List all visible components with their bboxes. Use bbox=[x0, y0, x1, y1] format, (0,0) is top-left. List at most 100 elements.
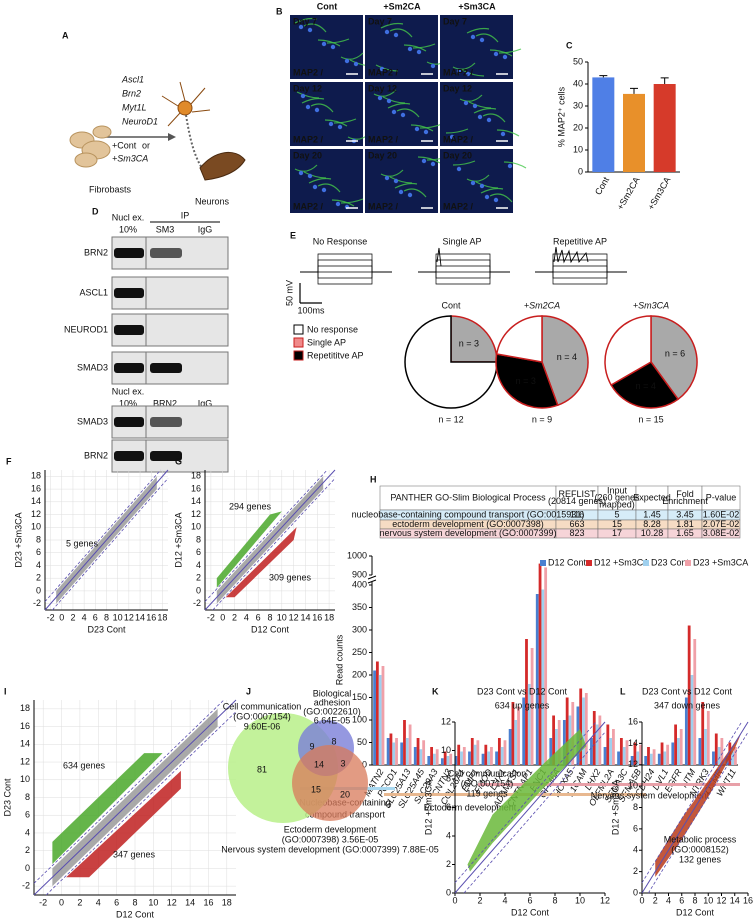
y-tick-label: 10 bbox=[441, 745, 451, 755]
x-tick-label: +Sm3CA bbox=[646, 175, 673, 211]
slice-label: n = 3 bbox=[516, 376, 536, 386]
neurite bbox=[382, 96, 406, 104]
dendrite bbox=[161, 95, 179, 107]
pie-total: n = 9 bbox=[532, 414, 552, 424]
neurite bbox=[387, 102, 411, 109]
nucleus bbox=[314, 107, 320, 113]
x-tick-label: 0 bbox=[59, 897, 64, 907]
bar bbox=[508, 729, 512, 765]
table-cell-text: 3.45 bbox=[676, 509, 694, 519]
nucleus bbox=[486, 117, 492, 123]
panel-letter: B bbox=[276, 6, 283, 16]
column-header: +Sm2CA bbox=[383, 1, 421, 11]
threshold-line bbox=[454, 721, 597, 884]
y-tick-label: 6 bbox=[446, 802, 451, 812]
legend-label: Single AP bbox=[307, 337, 346, 347]
neurite bbox=[317, 183, 341, 193]
caption: Fibrobasts bbox=[89, 184, 132, 194]
error-bar bbox=[660, 77, 669, 84]
x-tick-label: 6 bbox=[679, 895, 684, 905]
bar bbox=[693, 639, 697, 765]
legend-swatch bbox=[293, 324, 304, 335]
bar bbox=[734, 747, 737, 765]
bar bbox=[649, 753, 653, 765]
trace bbox=[300, 265, 392, 273]
neurite bbox=[496, 129, 520, 137]
neurite bbox=[452, 62, 476, 70]
venn-label: adhesion bbox=[314, 697, 351, 707]
blot-band bbox=[114, 451, 144, 461]
table-cell-text: ectoderm development (GO:0007398) bbox=[392, 519, 544, 529]
y-tick-label: 2 bbox=[633, 866, 638, 876]
bar bbox=[490, 747, 493, 765]
venn-count: 9 bbox=[309, 741, 314, 751]
neurite bbox=[459, 94, 483, 102]
neurite bbox=[452, 160, 476, 166]
annotation: 634 genes bbox=[63, 760, 106, 770]
nucleus bbox=[430, 161, 436, 167]
neurite bbox=[475, 33, 499, 43]
bar bbox=[378, 675, 382, 765]
day-label: Day 20 bbox=[443, 150, 472, 160]
venn-count: 15 bbox=[311, 784, 321, 794]
table-cell-text: nervous system development (GO:0007399) bbox=[379, 528, 556, 538]
bar bbox=[598, 715, 602, 765]
table-cell-text: 1.60E-02 bbox=[703, 509, 740, 519]
condition: +Cont bbox=[112, 140, 137, 150]
scale-label: 50 mV bbox=[284, 280, 294, 306]
legend-swatch bbox=[293, 337, 304, 348]
condition: +Sm3CA bbox=[112, 153, 148, 163]
legend-label: No response bbox=[307, 324, 358, 334]
bar bbox=[549, 738, 553, 765]
blot-band bbox=[114, 325, 144, 335]
venn-label: Biological bbox=[313, 688, 352, 698]
day-label: Day 20 bbox=[368, 150, 397, 160]
bar bbox=[714, 733, 718, 765]
x-tick-label: 2 bbox=[77, 897, 82, 907]
nucleus bbox=[307, 27, 313, 33]
bar bbox=[481, 753, 485, 765]
bar bbox=[639, 744, 642, 765]
y-tick-label: 400 bbox=[352, 579, 367, 589]
lane-header: IgG bbox=[198, 398, 213, 408]
blot-band bbox=[114, 248, 144, 258]
lane-header: BRN2 bbox=[153, 398, 177, 408]
identity-line bbox=[204, 469, 336, 611]
nucleus bbox=[328, 121, 334, 127]
y-tick-label: -2 bbox=[193, 598, 201, 608]
x-tick-label: +Sm2CA bbox=[615, 175, 642, 211]
micrograph bbox=[290, 82, 363, 146]
nucleus bbox=[353, 61, 359, 67]
x-tick-label: 14 bbox=[135, 612, 145, 622]
x-tick-label: 6 bbox=[527, 895, 532, 905]
x-tick-label: 2 bbox=[232, 612, 237, 622]
spike bbox=[553, 246, 589, 264]
bar bbox=[544, 567, 548, 765]
x-tick-label: -2 bbox=[47, 612, 55, 622]
nucleus bbox=[430, 63, 436, 69]
y-tick-label: 12 bbox=[31, 509, 41, 519]
bar bbox=[435, 749, 439, 765]
table-header: Enrichment bbox=[662, 496, 708, 506]
table-cell-text: 1.65 bbox=[676, 528, 694, 538]
x-tick-label: 4 bbox=[96, 897, 101, 907]
group-label: Ectoderm development bbox=[424, 802, 517, 812]
day-label: Day 7 bbox=[293, 16, 317, 26]
x-tick-label: 0 bbox=[639, 895, 644, 905]
panel-letter: K bbox=[432, 686, 439, 696]
bar bbox=[427, 756, 431, 765]
dendrite bbox=[167, 112, 181, 127]
legend-label: D12 Cont bbox=[548, 557, 587, 567]
bar bbox=[647, 747, 650, 765]
slice-label: n = 4 bbox=[557, 352, 577, 362]
bar bbox=[389, 733, 393, 765]
x-tick-label: 4 bbox=[244, 612, 249, 622]
x-tick-label: 16 bbox=[312, 612, 322, 622]
pie-title: +Sm2CA bbox=[524, 300, 560, 310]
fibroblast bbox=[74, 152, 98, 168]
neurite bbox=[475, 181, 499, 189]
slice-label: n = 6 bbox=[665, 349, 685, 359]
nucleus bbox=[414, 126, 420, 132]
nucleus bbox=[398, 189, 404, 195]
y-tick-label: 14 bbox=[31, 496, 41, 506]
